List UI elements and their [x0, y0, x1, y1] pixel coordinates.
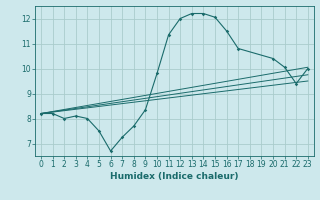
- X-axis label: Humidex (Indice chaleur): Humidex (Indice chaleur): [110, 172, 239, 181]
